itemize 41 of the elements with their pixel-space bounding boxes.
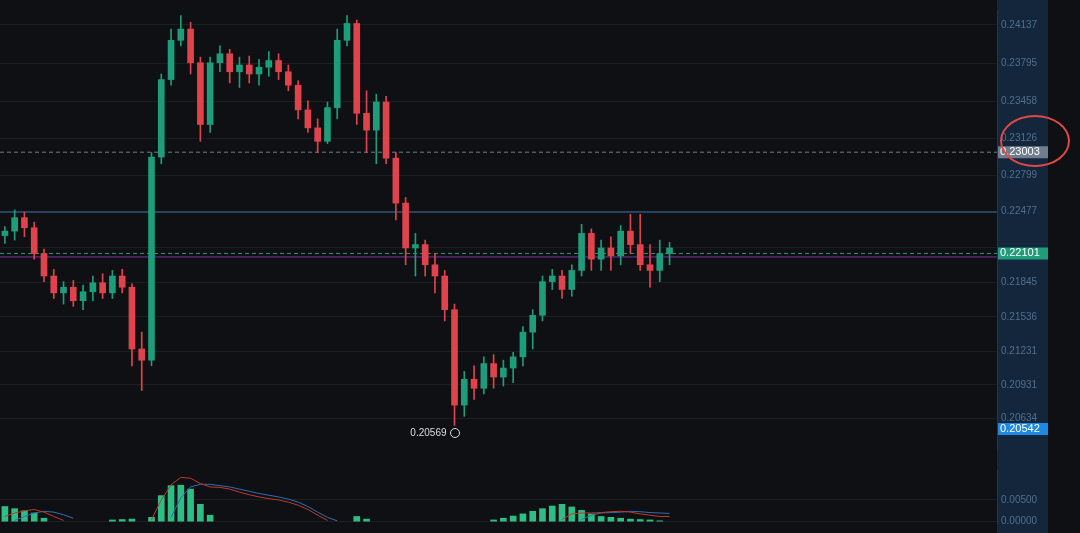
candlestick (646, 244, 654, 288)
y-tick-label: 0.21536 (1001, 310, 1038, 322)
y-tick-label: 0.23795 (1001, 57, 1038, 69)
y-tick-label: 0.21231 (1001, 344, 1038, 356)
candlestick (138, 331, 146, 391)
bar (128, 518, 136, 522)
y-tick-label: 0.20634 (1001, 411, 1038, 423)
bar (206, 514, 214, 522)
y-tick-label: 0.24137 (1001, 18, 1038, 30)
y-tick-label: 0.00500 (1001, 493, 1038, 505)
bar (197, 503, 204, 522)
bar (597, 516, 605, 522)
ref-line-label: 0.22101 (1000, 246, 1040, 259)
bar (636, 519, 644, 522)
bar (177, 484, 185, 522)
bar (617, 517, 625, 522)
y-tick-label: 0.20931 (1001, 378, 1038, 390)
bar (40, 517, 48, 522)
y-tick-label: 0.22477 (1001, 205, 1038, 217)
bar (529, 510, 537, 522)
bar (509, 515, 517, 522)
bar (539, 508, 546, 522)
annotation: 0.20569 (410, 427, 447, 439)
y-tick-label: 0.22799 (1001, 168, 1038, 180)
bar (118, 519, 126, 522)
bar (363, 518, 370, 522)
bar (500, 517, 507, 522)
bar (157, 495, 165, 522)
bar (187, 488, 194, 522)
bar (519, 513, 527, 522)
bar (627, 518, 634, 522)
bar (1, 506, 9, 522)
bar (548, 505, 556, 522)
bar (607, 517, 615, 522)
text: 0.20542 (1000, 422, 1040, 435)
bar (568, 506, 576, 522)
y-tick-label: 0.23458 (1001, 94, 1038, 106)
bar (353, 516, 361, 522)
y-tick-label: 0.21845 (1001, 275, 1038, 287)
y-tick-label: 0.00000 (1001, 515, 1038, 527)
bar (30, 512, 38, 522)
